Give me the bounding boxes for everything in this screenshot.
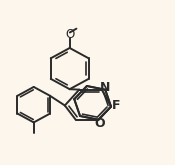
Text: O: O — [94, 117, 105, 130]
Text: F: F — [111, 99, 120, 112]
Text: N: N — [100, 81, 111, 94]
Text: O: O — [65, 28, 75, 41]
